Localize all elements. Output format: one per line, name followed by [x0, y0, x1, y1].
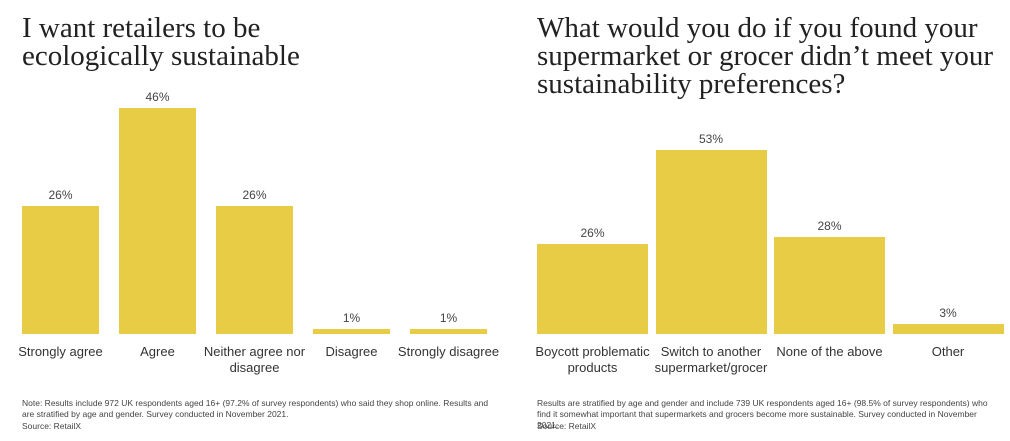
value-label: 3%: [939, 305, 957, 320]
x-tick-label: Boycott problematic products: [535, 344, 650, 375]
x-tick-label: Strongly disagree: [397, 344, 500, 359]
note: Note: Results include 972 UK respondents…: [22, 398, 489, 419]
value-label: 53%: [698, 132, 724, 147]
value-label: 26%: [580, 225, 605, 240]
note: Results are stratified by age and gender…: [537, 398, 988, 430]
value-label: 26%: [242, 188, 267, 203]
bar: [655, 150, 767, 334]
bar: [313, 329, 390, 334]
x-tick-label: None of the above: [776, 344, 883, 359]
bar: [216, 206, 293, 334]
x-tick-label: Other: [931, 344, 965, 359]
bar: [22, 206, 99, 334]
x-tick-label: Neither agree nor disagree: [203, 344, 306, 375]
value-label: 46%: [145, 90, 170, 105]
source: Source: RetailX: [22, 421, 82, 431]
x-tick-label: Disagree: [325, 344, 378, 359]
value-label: 26%: [48, 188, 73, 203]
bar: [119, 108, 196, 334]
bar: [537, 243, 648, 334]
bar: [892, 323, 1004, 334]
x-tick-label: Strongly agree: [18, 344, 103, 359]
x-tick-label: Switch to another supermarket/grocer: [654, 344, 768, 375]
chart-title: I want retailers to be ecologically sust…: [22, 12, 300, 72]
bar: [774, 236, 885, 334]
value-label: 1%: [439, 311, 458, 326]
x-tick-label: Agree: [140, 344, 175, 359]
value-label: 1%: [342, 311, 361, 326]
chart-title: What would you do if you found your supe…: [537, 12, 994, 100]
bar: [410, 329, 487, 334]
source: Source: RetailX: [537, 421, 597, 431]
value-label: 28%: [817, 218, 842, 233]
